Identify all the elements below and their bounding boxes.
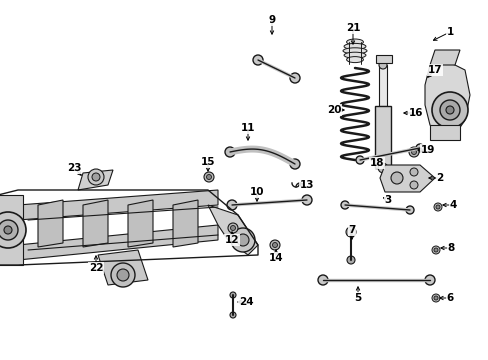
Polygon shape bbox=[207, 205, 258, 255]
Bar bbox=[374, 106, 390, 168]
Text: 8: 8 bbox=[447, 243, 454, 253]
Circle shape bbox=[390, 172, 402, 184]
Ellipse shape bbox=[344, 44, 365, 49]
Circle shape bbox=[302, 195, 311, 205]
Circle shape bbox=[226, 200, 237, 210]
Circle shape bbox=[377, 163, 387, 173]
Text: 6: 6 bbox=[446, 293, 453, 303]
Text: 16: 16 bbox=[408, 108, 423, 118]
Text: 5: 5 bbox=[354, 293, 361, 303]
Text: 24: 24 bbox=[238, 297, 253, 307]
Circle shape bbox=[111, 263, 135, 287]
Ellipse shape bbox=[344, 52, 365, 58]
Circle shape bbox=[433, 203, 441, 211]
Polygon shape bbox=[18, 190, 218, 220]
Bar bbox=[378, 65, 386, 106]
Circle shape bbox=[227, 223, 238, 233]
Circle shape bbox=[435, 205, 439, 209]
Circle shape bbox=[289, 73, 299, 83]
Text: 23: 23 bbox=[67, 163, 81, 173]
Polygon shape bbox=[429, 125, 459, 140]
Circle shape bbox=[269, 240, 280, 250]
Text: 20: 20 bbox=[326, 105, 341, 115]
Text: 17: 17 bbox=[427, 65, 442, 75]
Polygon shape bbox=[38, 200, 63, 247]
Polygon shape bbox=[173, 200, 198, 247]
Text: 13: 13 bbox=[299, 180, 314, 190]
Text: 2: 2 bbox=[435, 173, 443, 183]
Circle shape bbox=[0, 220, 18, 240]
Polygon shape bbox=[98, 250, 148, 285]
Circle shape bbox=[88, 169, 104, 185]
Circle shape bbox=[237, 234, 248, 246]
Circle shape bbox=[355, 156, 363, 164]
Circle shape bbox=[230, 228, 254, 252]
Circle shape bbox=[317, 275, 327, 285]
Polygon shape bbox=[18, 225, 218, 260]
Text: 11: 11 bbox=[240, 123, 255, 133]
Circle shape bbox=[4, 226, 12, 234]
Circle shape bbox=[346, 256, 354, 264]
Circle shape bbox=[431, 92, 467, 128]
Text: 19: 19 bbox=[420, 145, 434, 155]
Text: 22: 22 bbox=[88, 263, 103, 273]
Circle shape bbox=[340, 201, 348, 209]
Circle shape bbox=[411, 149, 416, 154]
Text: 4: 4 bbox=[448, 200, 456, 210]
Circle shape bbox=[431, 294, 439, 302]
Circle shape bbox=[415, 144, 423, 152]
Text: 7: 7 bbox=[347, 225, 355, 235]
Circle shape bbox=[408, 147, 418, 157]
Text: 3: 3 bbox=[384, 195, 391, 205]
Ellipse shape bbox=[346, 57, 363, 63]
Circle shape bbox=[0, 212, 26, 248]
Circle shape bbox=[289, 159, 299, 169]
Text: 10: 10 bbox=[249, 187, 264, 197]
Circle shape bbox=[224, 147, 235, 157]
Circle shape bbox=[378, 61, 386, 69]
Circle shape bbox=[433, 296, 437, 300]
Circle shape bbox=[424, 275, 434, 285]
Text: 12: 12 bbox=[224, 235, 239, 245]
Circle shape bbox=[346, 227, 355, 237]
Circle shape bbox=[252, 55, 263, 65]
Text: 21: 21 bbox=[345, 23, 360, 33]
Polygon shape bbox=[424, 60, 469, 140]
Circle shape bbox=[439, 100, 459, 120]
Text: 15: 15 bbox=[201, 157, 215, 167]
Text: 9: 9 bbox=[268, 15, 275, 25]
Circle shape bbox=[431, 246, 439, 254]
Circle shape bbox=[206, 175, 211, 180]
Text: 14: 14 bbox=[268, 253, 283, 263]
Polygon shape bbox=[379, 165, 434, 192]
Ellipse shape bbox=[342, 48, 366, 54]
Polygon shape bbox=[83, 200, 108, 247]
Circle shape bbox=[409, 181, 417, 189]
Circle shape bbox=[117, 269, 129, 281]
Ellipse shape bbox=[346, 39, 363, 45]
Text: 1: 1 bbox=[446, 27, 453, 37]
Circle shape bbox=[445, 106, 453, 114]
Circle shape bbox=[229, 292, 236, 298]
Polygon shape bbox=[0, 195, 23, 265]
Circle shape bbox=[272, 243, 277, 248]
Circle shape bbox=[203, 172, 214, 182]
Polygon shape bbox=[78, 170, 113, 190]
Circle shape bbox=[405, 206, 413, 214]
Polygon shape bbox=[429, 50, 459, 65]
Bar bbox=[375, 55, 391, 63]
Polygon shape bbox=[128, 200, 153, 247]
Circle shape bbox=[229, 312, 236, 318]
Circle shape bbox=[92, 173, 100, 181]
Text: 18: 18 bbox=[369, 158, 384, 168]
Circle shape bbox=[409, 168, 417, 176]
Circle shape bbox=[230, 225, 235, 230]
Circle shape bbox=[433, 248, 437, 252]
